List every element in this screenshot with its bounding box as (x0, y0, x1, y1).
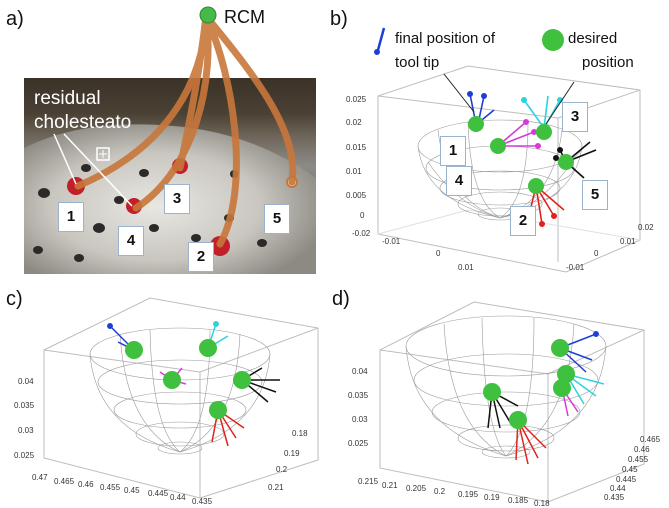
svg-text:0.195: 0.195 (458, 490, 479, 499)
panel-d-hemisphere (405, 315, 607, 459)
svg-text:0.465: 0.465 (640, 435, 661, 444)
tube-2 (202, 12, 240, 248)
panel-d-letter: d) (332, 288, 350, 310)
b-label-5: 5 (582, 180, 608, 210)
legend-desired-line1: desired (568, 30, 618, 47)
svg-text:0.21: 0.21 (268, 483, 284, 492)
svg-text:0.44: 0.44 (170, 493, 186, 502)
panel-c-hemisphere (89, 327, 271, 455)
b-label-2: 2 (510, 206, 536, 236)
svg-text:0.445: 0.445 (616, 475, 637, 484)
panel-c-letter: c) (6, 288, 23, 310)
svg-text:-0.02: -0.02 (352, 229, 371, 238)
tool-tip-legend-icon (376, 27, 386, 51)
tube-5 (202, 12, 297, 186)
svg-text:0.02: 0.02 (638, 223, 654, 232)
svg-text:0.025: 0.025 (348, 439, 369, 448)
svg-text:0.47: 0.47 (32, 473, 48, 482)
svg-text:0: 0 (594, 249, 599, 258)
tube-3 (176, 12, 210, 172)
panel-b-desired (468, 116, 574, 194)
panel-b-box (377, 65, 641, 273)
svg-text:0.465: 0.465 (54, 477, 75, 486)
svg-text:0.21: 0.21 (382, 481, 398, 490)
residual-label-line2: cholesteato (34, 112, 132, 133)
svg-text:0.44: 0.44 (610, 484, 626, 493)
svg-text:0.01: 0.01 (620, 237, 636, 246)
svg-text:0.205: 0.205 (406, 484, 427, 493)
svg-text:0.2: 0.2 (434, 487, 446, 496)
panel-c-ticks: 0.04 0.035 0.03 0.025 0.47 0.465 0.46 0.… (14, 377, 308, 506)
svg-text:0.005: 0.005 (346, 191, 367, 200)
svg-text:0.025: 0.025 (14, 451, 35, 460)
svg-text:0.435: 0.435 (604, 493, 625, 502)
panel-d-trials (487, 331, 605, 465)
svg-text:0.04: 0.04 (18, 377, 34, 386)
svg-text:0.18: 0.18 (292, 429, 308, 438)
svg-text:0.18: 0.18 (534, 499, 550, 508)
b-label-1: 1 (440, 136, 466, 166)
residual-pointer-lines (53, 133, 133, 207)
legend-tool-tip-line1: final position of (395, 30, 496, 47)
panel-b-letter: b) (330, 8, 348, 30)
svg-text:0.02: 0.02 (346, 118, 362, 127)
target-label-2: 2 (188, 242, 214, 272)
panel-a-letter: a) (6, 8, 24, 30)
b-label-3: 3 (562, 102, 588, 132)
panel-c-desired (125, 339, 251, 419)
svg-text:0.035: 0.035 (348, 391, 369, 400)
crosshair-icon (96, 147, 110, 161)
svg-text:0: 0 (436, 249, 441, 258)
svg-text:0.01: 0.01 (346, 167, 362, 176)
svg-text:-0.01: -0.01 (382, 237, 401, 246)
b-label-4: 4 (446, 166, 472, 196)
svg-text:0.19: 0.19 (484, 493, 500, 502)
svg-text:0.03: 0.03 (352, 415, 368, 424)
svg-text:0.185: 0.185 (508, 496, 529, 505)
target-label-4: 4 (118, 226, 144, 256)
svg-text:0.01: 0.01 (458, 263, 474, 272)
panel-b-plot: 0.025 0.02 0.015 0.01 0.005 0 -0.02 -0.0… (346, 27, 654, 273)
tube-4 (132, 12, 212, 212)
svg-text:0.015: 0.015 (346, 143, 367, 152)
svg-text:0.03: 0.03 (18, 426, 34, 435)
svg-text:0.435: 0.435 (192, 497, 213, 506)
svg-text:0.445: 0.445 (148, 489, 169, 498)
residual-label-line1: residual (34, 88, 101, 109)
target-label-3: 3 (164, 184, 190, 214)
svg-text:0.19: 0.19 (284, 449, 300, 458)
svg-text:0: 0 (360, 211, 365, 220)
rcm-point-icon (199, 6, 217, 24)
panel-c-plot: 0.04 0.035 0.03 0.025 0.47 0.465 0.46 0.… (14, 297, 319, 506)
svg-text:0.455: 0.455 (628, 455, 649, 464)
svg-text:0.215: 0.215 (358, 477, 379, 486)
svg-text:0.45: 0.45 (124, 486, 140, 495)
svg-text:0.46: 0.46 (634, 445, 650, 454)
rcm-label: RCM (224, 7, 265, 27)
panel-d-desired (483, 339, 575, 429)
legend-tool-tip-line2: tool tip (395, 54, 440, 71)
target-label-1: 1 (58, 202, 84, 232)
svg-text:0.035: 0.035 (14, 401, 35, 410)
panel-d-plot: 0.04 0.035 0.03 0.025 0.215 0.21 0.205 0… (348, 301, 661, 508)
legend-pointers (443, 73, 575, 125)
svg-text:0.2: 0.2 (276, 465, 288, 474)
svg-text:0.025: 0.025 (346, 95, 367, 104)
panel-d-ticks: 0.04 0.035 0.03 0.025 0.215 0.21 0.205 0… (348, 367, 661, 508)
svg-text:0.04: 0.04 (352, 367, 368, 376)
target-label-5: 5 (264, 204, 290, 234)
desired-position-legend-icon (542, 29, 564, 51)
panel-b-ticks: 0.025 0.02 0.015 0.01 0.005 0 -0.02 -0.0… (346, 95, 654, 272)
legend-desired-line2: position (582, 54, 634, 71)
svg-text:0.46: 0.46 (78, 480, 94, 489)
panel-a-tubes (53, 6, 297, 248)
svg-text:0.45: 0.45 (622, 465, 638, 474)
svg-text:-0.01: -0.01 (566, 263, 585, 272)
svg-text:0.455: 0.455 (100, 483, 121, 492)
